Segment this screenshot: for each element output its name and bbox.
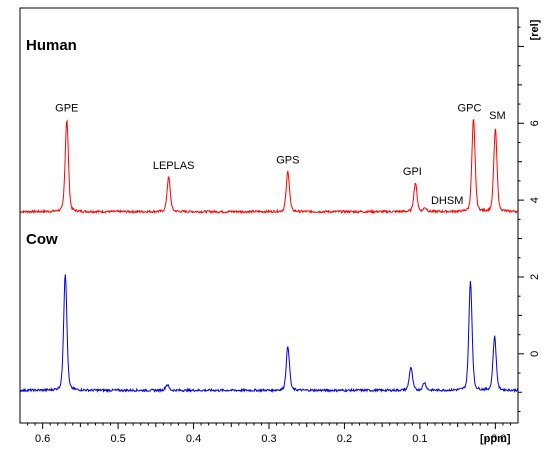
- x-tick-label: 0.3: [261, 433, 276, 445]
- x-tick-label: 0.6: [35, 433, 50, 445]
- series-title-cow: Cow: [26, 231, 58, 248]
- labels-layer: Human GPE LEPLAS GPS GPI DHSM GPC SM Cow: [26, 37, 506, 248]
- x-tick-label: 0.1: [412, 433, 427, 445]
- peak-label-gpe: GPE: [55, 102, 78, 114]
- x-tick-label: - 0.0: [484, 433, 506, 445]
- x-tick-label: 0.5: [110, 433, 125, 445]
- x-axis: 0.6 0.5 0.4 0.3 0.2 0.1 - 0.0[ppm]: [27, 423, 511, 445]
- peak-label-gpi: GPI: [403, 166, 422, 178]
- x-axis-unit: [ppm]: [480, 433, 511, 445]
- series-layer: [19, 118, 519, 394]
- y-axis-unit: [rel]: [529, 19, 541, 40]
- y-tick-label: 4: [529, 197, 541, 203]
- y-tick-label: 0: [529, 351, 541, 357]
- y-tick-label: 6: [529, 120, 541, 126]
- x-tick-label: 0.4: [186, 433, 201, 445]
- peak-label-sm: SM: [489, 110, 506, 122]
- series-line-cow: [19, 274, 519, 394]
- peak-label-gps: GPS: [276, 154, 299, 166]
- series-title-human: Human: [26, 37, 77, 54]
- x-tick-label: 0.2: [337, 433, 352, 445]
- series-line-human: [19, 118, 519, 215]
- peak-label-leplas: LEPLAS: [153, 160, 195, 172]
- y-axis: 0 2 4 6 [rel]: [518, 19, 541, 412]
- y-tick-label: 2: [529, 274, 541, 280]
- peak-label-dhsm: DHSM: [431, 195, 463, 207]
- peak-label-gpc: GPC: [458, 102, 482, 114]
